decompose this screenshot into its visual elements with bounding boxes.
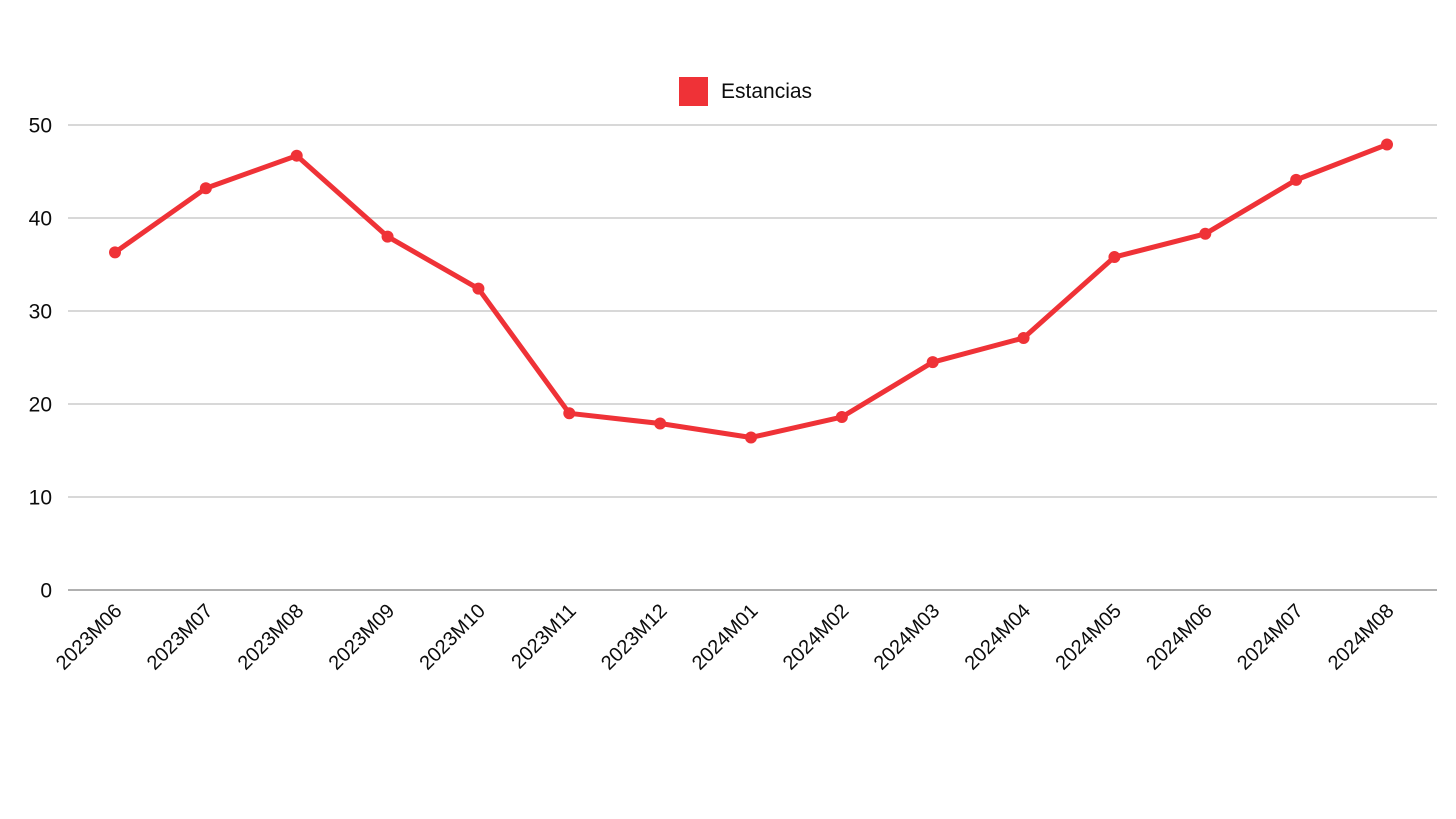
legend-label-estancias: Estancias (721, 80, 813, 103)
x-axis-tick-label: 2024M06 (1142, 600, 1217, 675)
y-axis-tick-label: 10 (29, 487, 52, 510)
x-axis-tick-label: 2024M04 (961, 600, 1036, 675)
y-axis-tick-label: 30 (29, 301, 52, 324)
x-axis-tick-label: 2023M11 (507, 600, 580, 673)
x-axis-tick-label: 2024M01 (688, 600, 763, 675)
series-line-estancias (112, 142, 1390, 440)
x-axis-tick-label: 2023M06 (52, 600, 127, 675)
x-axis-tick-label: 2024M02 (779, 600, 854, 675)
legend-swatch-estancias (679, 77, 708, 106)
data-point-marker[interactable] (926, 356, 939, 369)
data-point-marker[interactable] (1199, 227, 1212, 240)
data-point-marker[interactable] (835, 411, 848, 424)
data-point-marker[interactable] (745, 431, 757, 444)
x-axis-tick-label: 2023M12 (597, 600, 672, 675)
data-point-marker[interactable] (563, 407, 576, 420)
y-axis-tick-label: 50 (29, 115, 52, 138)
x-axis-tick-label: 2023M09 (325, 600, 400, 675)
x-axis-tick-label: 2024M07 (1233, 600, 1308, 675)
legend: Estancias (679, 77, 812, 106)
x-axis-tick-label: 2023M07 (143, 600, 218, 675)
x-axis-tick-label: 2023M08 (234, 600, 309, 675)
data-point-marker[interactable] (199, 182, 212, 195)
data-point-marker[interactable] (109, 246, 121, 259)
data-point-marker[interactable] (654, 417, 667, 430)
data-point-marker[interactable] (1290, 173, 1303, 186)
data-point-marker[interactable] (1381, 138, 1393, 151)
x-axis-tick-label: 2024M08 (1324, 600, 1399, 675)
data-point-marker[interactable] (1108, 251, 1121, 264)
data-point-marker[interactable] (381, 230, 394, 243)
data-point-marker[interactable] (1017, 331, 1030, 344)
y-axis-tick-label: 0 (40, 580, 52, 603)
x-axis-tick-label: 2024M05 (1051, 600, 1126, 675)
y-axis-tick-label: 20 (29, 394, 52, 417)
x-axis-tick-label: 2024M03 (870, 600, 945, 675)
data-point-marker[interactable] (290, 149, 303, 162)
y-axis-tick-label: 40 (29, 208, 52, 231)
x-axis-tick-label: 2023M10 (415, 600, 490, 675)
data-point-marker[interactable] (472, 282, 485, 295)
